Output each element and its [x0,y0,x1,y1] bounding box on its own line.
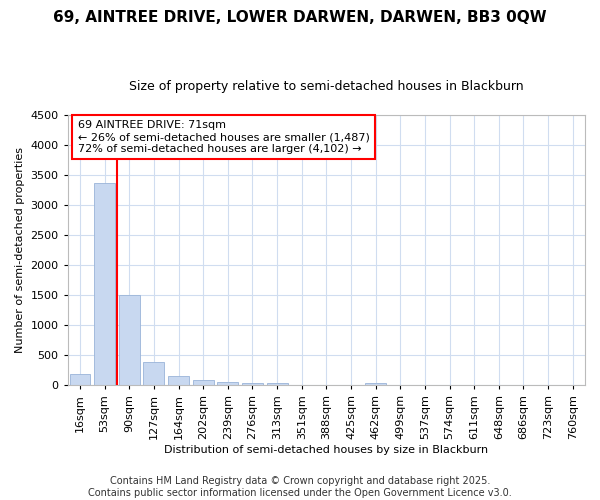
Bar [143,362,164,386]
Text: Contains HM Land Registry data © Crown copyright and database right 2025.
Contai: Contains HM Land Registry data © Crown c… [88,476,512,498]
Bar [242,383,263,386]
Bar [168,376,189,386]
X-axis label: Distribution of semi-detached houses by size in Blackburn: Distribution of semi-detached houses by … [164,445,488,455]
Bar [94,183,115,386]
Title: Size of property relative to semi-detached houses in Blackburn: Size of property relative to semi-detach… [129,80,524,93]
Y-axis label: Number of semi-detached properties: Number of semi-detached properties [15,147,25,353]
Text: 69 AINTREE DRIVE: 71sqm
← 26% of semi-detached houses are smaller (1,487)
72% of: 69 AINTREE DRIVE: 71sqm ← 26% of semi-de… [78,120,370,154]
Bar [266,383,287,386]
Text: 69, AINTREE DRIVE, LOWER DARWEN, DARWEN, BB3 0QW: 69, AINTREE DRIVE, LOWER DARWEN, DARWEN,… [53,10,547,25]
Bar [70,374,91,386]
Bar [217,382,238,386]
Bar [365,383,386,386]
Bar [119,295,140,386]
Bar [193,380,214,386]
